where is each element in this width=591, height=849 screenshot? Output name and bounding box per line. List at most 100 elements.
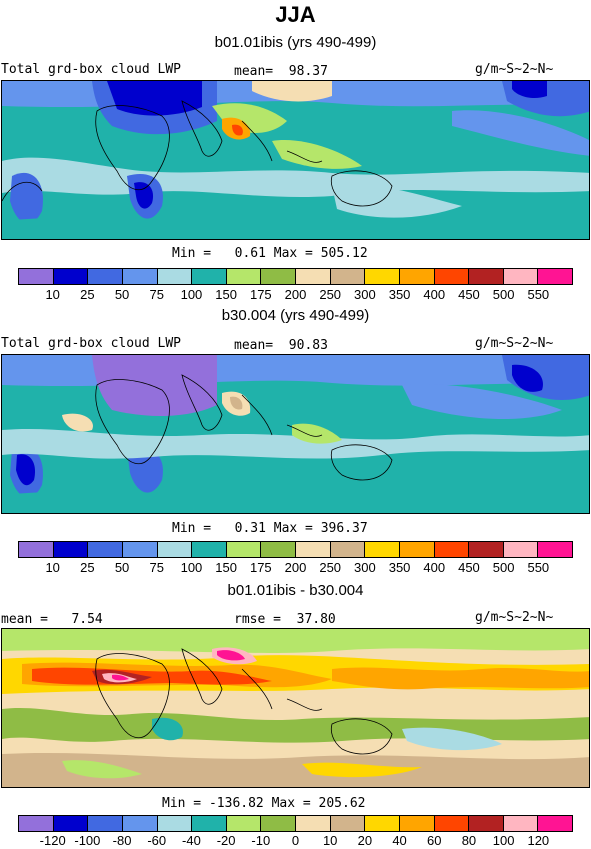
colorbar-tick-label: 10 bbox=[45, 287, 60, 302]
colorbar-tick-label: 100 bbox=[180, 560, 203, 575]
colorbar-swatch bbox=[365, 269, 400, 284]
colorbar-swatch bbox=[434, 542, 470, 557]
panel-1-field-label: Total grd-box cloud LWP bbox=[1, 62, 182, 77]
colorbar-tick-label: 400 bbox=[423, 560, 446, 575]
colorbar-swatch bbox=[192, 542, 227, 557]
colorbar-swatch bbox=[192, 816, 227, 831]
panel-3-colorbar-ticks: -120 -100 -80 -60 -40 -20 -10 0 10 20 40 60 80 100 120 bbox=[18, 833, 573, 849]
colorbar-tick-label: -10 bbox=[251, 833, 271, 848]
colorbar-tick-label: 120 bbox=[527, 833, 550, 848]
colorbar-tick-label: 175 bbox=[249, 287, 272, 302]
colorbar-tick-label: 10 bbox=[322, 833, 338, 848]
colorbar-swatch bbox=[157, 269, 193, 284]
colorbar-swatch bbox=[53, 269, 89, 284]
colorbar-swatch bbox=[226, 269, 262, 284]
figure-title: JJA bbox=[275, 2, 316, 27]
panel-3-map bbox=[1, 628, 590, 788]
colorbar-tick-label: 10 bbox=[45, 560, 60, 575]
colorbar-swatch bbox=[53, 542, 89, 557]
panel-1-units-label: g/m~S~2~N~ bbox=[475, 62, 554, 77]
colorbar-tick-label: 550 bbox=[527, 287, 550, 302]
colorbar-tick-label: 150 bbox=[215, 287, 237, 302]
panel-1-colorbar bbox=[18, 268, 573, 285]
colorbar-tick-label: 0 bbox=[291, 833, 300, 848]
colorbar-tick-label: 100 bbox=[492, 833, 515, 848]
colorbar-swatch bbox=[434, 269, 470, 284]
colorbar-tick-label: -60 bbox=[147, 833, 167, 848]
colorbar-swatch bbox=[19, 542, 54, 557]
colorbar-swatch bbox=[503, 816, 539, 831]
colorbar-tick-label: 50 bbox=[114, 560, 130, 575]
colorbar-tick-label: 20 bbox=[357, 833, 373, 848]
panel-2-colorbar-ticks: 10 25 50 75 100 150 175 200 250 300 350 400 450 500 55… bbox=[18, 560, 573, 576]
colorbar-swatch bbox=[399, 816, 435, 831]
colorbar-swatch bbox=[365, 816, 400, 831]
panel-2-mean-label: mean= 90.83 bbox=[234, 338, 328, 353]
colorbar-tick-label: -20 bbox=[216, 833, 236, 848]
colorbar-tick-label: 500 bbox=[492, 287, 515, 302]
colorbar-swatch bbox=[88, 542, 123, 557]
colorbar-tick-label: 350 bbox=[388, 560, 411, 575]
colorbar-tick-label: 25 bbox=[80, 287, 95, 302]
colorbar-swatch bbox=[330, 816, 366, 831]
panel-3-units-label: g/m~S~2~N~ bbox=[475, 610, 554, 625]
colorbar-tick-label: 250 bbox=[319, 287, 342, 302]
colorbar-tick-label: 350 bbox=[388, 287, 411, 302]
colorbar-swatch bbox=[365, 542, 400, 557]
colorbar-swatch bbox=[399, 542, 435, 557]
colorbar-swatch bbox=[503, 269, 539, 284]
colorbar-tick-label: -80 bbox=[112, 833, 132, 848]
colorbar-tick-label: 25 bbox=[80, 560, 95, 575]
colorbar-tick-label: 40 bbox=[392, 833, 407, 848]
panel-3-rmse-label: rmse = 37.80 bbox=[234, 612, 336, 627]
colorbar-tick-label: -120 bbox=[39, 833, 66, 848]
colorbar-swatch bbox=[88, 816, 123, 831]
colorbar-tick-label: 50 bbox=[114, 287, 130, 302]
colorbar-tick-label: 80 bbox=[461, 833, 477, 848]
colorbar-swatch bbox=[261, 816, 296, 831]
colorbar-swatch bbox=[538, 269, 572, 284]
colorbar-tick-label: 300 bbox=[354, 560, 376, 575]
colorbar-swatch bbox=[122, 269, 158, 284]
panel-3-subtitle: b01.01ibis - b30.004 bbox=[227, 582, 364, 599]
panel-2-field-label: Total grd-box cloud LWP bbox=[1, 336, 182, 351]
colorbar-swatch bbox=[19, 269, 54, 284]
colorbar-swatch bbox=[330, 269, 366, 284]
colorbar-swatch bbox=[157, 816, 193, 831]
panel-2-min-max: Min = 0.31 Max = 396.37 bbox=[172, 521, 368, 536]
panel-3-min-max: Min = -136.82 Max = 205.62 bbox=[162, 796, 366, 811]
colorbar-tick-label: 450 bbox=[458, 287, 480, 302]
panel-3-colorbar bbox=[18, 815, 573, 832]
colorbar-swatch bbox=[469, 816, 504, 831]
colorbar-swatch bbox=[538, 816, 572, 831]
colorbar-tick-label: 400 bbox=[423, 287, 446, 302]
colorbar-swatch bbox=[226, 542, 262, 557]
colorbar-swatch bbox=[19, 816, 54, 831]
colorbar-tick-label: 200 bbox=[284, 560, 307, 575]
colorbar-tick-label: -40 bbox=[182, 833, 201, 848]
colorbar-tick-label: 175 bbox=[249, 560, 272, 575]
colorbar-tick-label: 250 bbox=[319, 560, 342, 575]
colorbar-swatch bbox=[261, 542, 296, 557]
panel-1-map bbox=[1, 80, 590, 240]
panel-1-colorbar-ticks: 10 25 50 75 100 150 175 200 250 300 350 400 450 500 55… bbox=[18, 287, 573, 303]
colorbar-swatch bbox=[434, 816, 470, 831]
colorbar-tick-label: 60 bbox=[427, 833, 442, 848]
colorbar-tick-label: 500 bbox=[492, 560, 515, 575]
colorbar-swatch bbox=[399, 269, 435, 284]
panel-1-min-max: Min = 0.61 Max = 505.12 bbox=[172, 246, 368, 261]
colorbar-swatch bbox=[122, 542, 158, 557]
colorbar-tick-label: 150 bbox=[215, 560, 237, 575]
panel-2-map bbox=[1, 354, 590, 514]
colorbar-swatch bbox=[296, 269, 331, 284]
colorbar-swatch bbox=[226, 816, 262, 831]
colorbar-tick-label: 75 bbox=[149, 287, 164, 302]
colorbar-swatch bbox=[469, 542, 504, 557]
colorbar-swatch bbox=[261, 269, 296, 284]
colorbar-tick-label: 100 bbox=[180, 287, 203, 302]
panel-2-subtitle: b30.004 (yrs 490-499) bbox=[221, 307, 370, 324]
colorbar-swatch bbox=[538, 542, 572, 557]
panel-2-colorbar bbox=[18, 541, 573, 558]
panel-2-units-label: g/m~S~2~N~ bbox=[475, 336, 554, 351]
colorbar-swatch bbox=[503, 542, 539, 557]
